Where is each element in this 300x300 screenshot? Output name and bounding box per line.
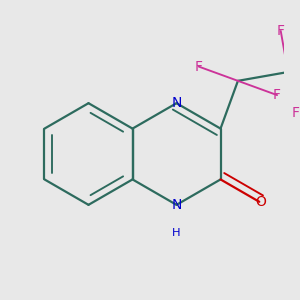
Text: N: N [171, 96, 182, 110]
Text: F: F [195, 60, 203, 74]
Text: F: F [277, 24, 285, 38]
Text: H: H [172, 228, 181, 238]
Text: N: N [171, 198, 182, 212]
Text: F: F [291, 106, 299, 120]
Text: O: O [255, 195, 266, 209]
Text: F: F [273, 88, 281, 102]
